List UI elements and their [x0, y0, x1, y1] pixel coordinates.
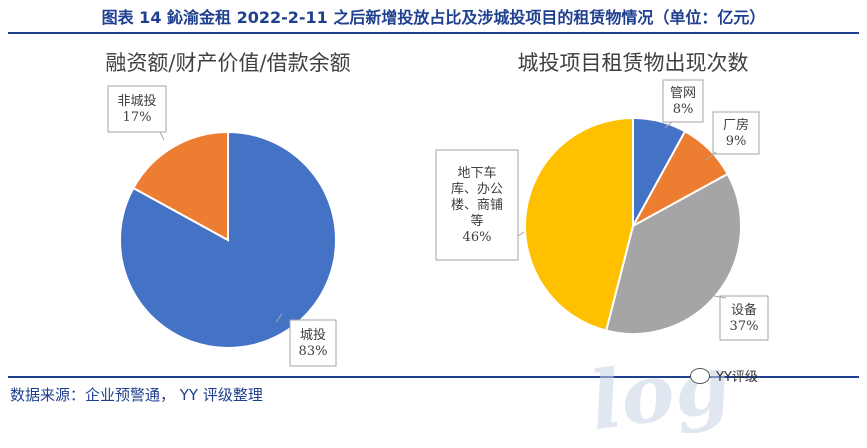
pie-slice-1-3 [524, 116, 634, 332]
slice-label-text-0-0-0: 城投 [300, 327, 326, 343]
background-watermark: log [584, 335, 736, 448]
slice-label-text-1-2-0: 设备 [731, 302, 757, 318]
slice-leader-1-2 [713, 295, 727, 299]
pie-slice-1-2 [604, 172, 742, 335]
slice-label-text-1-2-1: 37% [730, 319, 759, 334]
bottom-rule [8, 376, 859, 378]
slice-label-text-0-1-0: 非城投 [117, 93, 156, 109]
slice-label-box-1-2 [719, 295, 769, 341]
pie-financing [119, 130, 337, 349]
slice-label-text-1-1-0: 厂房 [723, 117, 749, 133]
slice-leader-0-0 [275, 313, 283, 323]
wechat-icon [690, 367, 710, 384]
pie-lease-items [524, 116, 742, 335]
slice-label-box-1-1 [712, 111, 760, 155]
figure-title: 图表 14 鈊渝金租 2022-2-11 之后新增投放占比及涉城投项目的租赁物情… [101, 8, 766, 27]
slice-label-text-1-0-1: 8% [673, 102, 694, 117]
slice-leader-1-0 [664, 121, 673, 129]
slice-label-text-1-3-1: 库、办公 [451, 181, 503, 197]
top-rule [8, 32, 859, 34]
slice-leader-1-1 [705, 151, 717, 161]
slice-label-box-1-0 [662, 79, 704, 123]
slice-label-text-0-1-1: 17% [123, 110, 152, 125]
chart-title-lease-items: 城投项目租赁物出现次数 [518, 51, 749, 75]
slice-label-box-1-3 [435, 149, 519, 261]
slice-leader-1-3 [517, 231, 525, 237]
watermark: YY评级 [690, 366, 758, 385]
slice-label-text-0-0-1: 83% [299, 344, 328, 359]
slice-label-text-1-3-4: 46% [463, 230, 492, 245]
slice-label-text-1-3-0: 地下车 [457, 165, 496, 181]
slice-label-text-1-3-2: 楼、商铺 [451, 198, 503, 213]
pie-slice-0-1 [132, 130, 229, 242]
slice-label-text-1-1-1: 9% [726, 134, 747, 149]
slice-label-box-0-1 [107, 85, 167, 133]
slice-label-text-1-0-0: 管网 [670, 86, 696, 101]
chart-title-financing: 融资额/财产价值/借款余额 [105, 51, 350, 75]
slice-label-box-0-0 [289, 319, 337, 367]
watermark-text: YY评级 [716, 370, 758, 385]
slice-label-text-1-3-3: 等 [470, 213, 483, 229]
slice-leader-0-1 [159, 131, 165, 141]
source-note: 数据来源：企业预警通， YY 评级整理 [10, 386, 263, 404]
